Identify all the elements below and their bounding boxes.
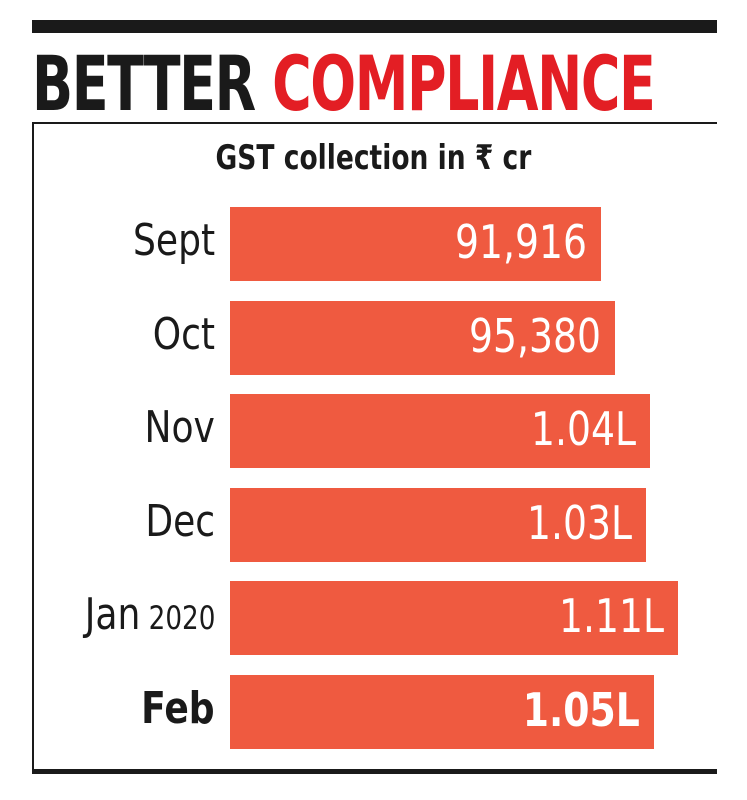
- top-rule: [32, 20, 717, 33]
- category-label: Oct: [152, 308, 215, 360]
- bar: 1.11L: [230, 581, 678, 656]
- data-label: 1.04L: [530, 402, 636, 457]
- headline-part2: COMPLIANCE: [272, 39, 656, 128]
- category-label: Nov: [144, 402, 215, 454]
- data-label: 1.03L: [526, 495, 632, 550]
- category-label: Jan 2020: [84, 589, 215, 641]
- bar: 95,380: [230, 300, 615, 375]
- data-label: 91,916: [454, 215, 587, 269]
- category-label: Dec: [145, 495, 215, 547]
- data-label: 1.11L: [558, 589, 664, 644]
- bar: 91,916: [230, 207, 601, 281]
- chart-title: GST collection in ₹ cr: [215, 138, 532, 178]
- data-label: 1.05L: [522, 683, 640, 737]
- headline-part1: BETTER: [32, 39, 256, 128]
- bar: 1.05L: [230, 675, 654, 749]
- headline: BETTER COMPLIANCE: [32, 44, 656, 124]
- category-label: Feb: [141, 683, 215, 734]
- chart-frame: [32, 122, 717, 774]
- data-label: 95,380: [468, 308, 601, 363]
- category-label: Sept: [132, 215, 215, 266]
- bar: 1.03L: [230, 487, 646, 562]
- bar: 1.04L: [230, 394, 650, 469]
